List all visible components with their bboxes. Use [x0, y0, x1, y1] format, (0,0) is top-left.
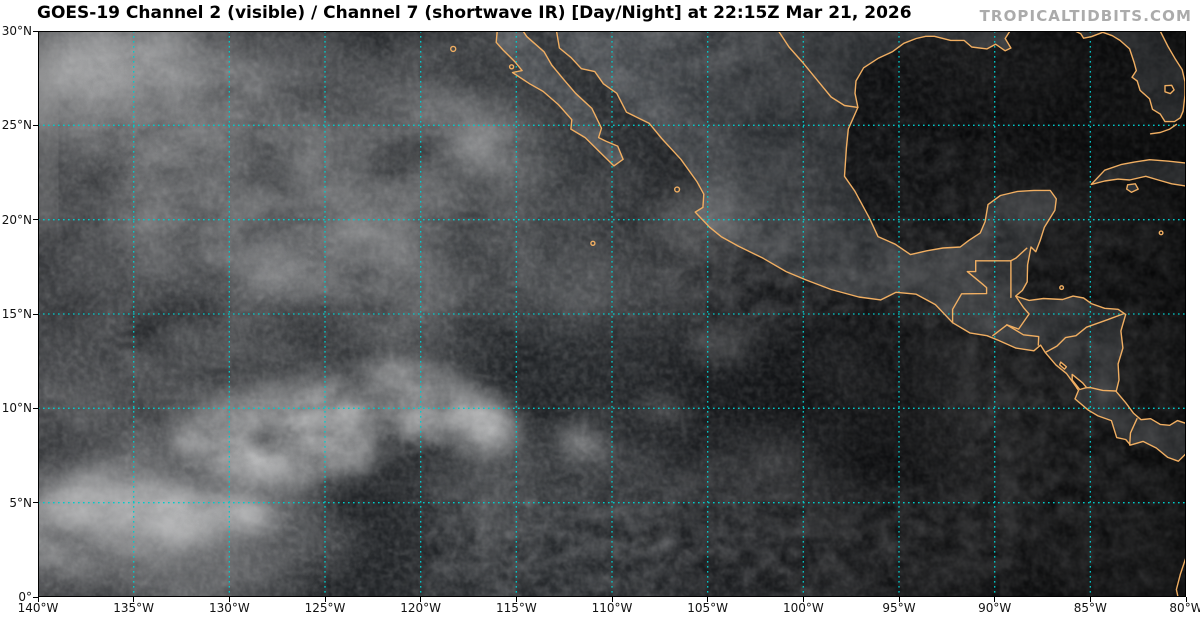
lon-label-100w: 100°W [782, 601, 824, 615]
tropicaltidbits-watermark: TROPICALTIDBITS.COM [979, 7, 1192, 25]
coastline-guatemala-honduras-border [1006, 295, 1030, 330]
lon-label-110w: 110°W [591, 601, 633, 615]
lon-label-115w: 115°W [495, 601, 537, 615]
lon-label-120w: 120°W [400, 601, 442, 615]
coastline-baja-california [495, 30, 624, 167]
coastline-gulf-caribbean-coast [843, 106, 1187, 426]
coastline-colombia-ecuador-coast [1175, 556, 1187, 598]
lon-tick-85w [1089, 597, 1091, 602]
lon-tick-135w [133, 597, 135, 602]
coastline-guatemala-elsalvador-border [992, 324, 1008, 337]
lon-label-105w: 105°W [687, 601, 729, 615]
guadalupe-island [450, 45, 457, 53]
lon-label-125w: 125°W [304, 601, 346, 615]
lat-label-20n: 20°N [1, 212, 32, 227]
lon-tick-100w [802, 597, 804, 602]
coastline-florida-keys [1149, 123, 1178, 135]
lon-tick-125w [324, 597, 326, 602]
lon-label-140w: 140°W [17, 601, 59, 615]
lon-tick-130w [228, 597, 230, 602]
lat-label-5n: 5°N [9, 495, 32, 510]
coastline-mainland-west-coast [555, 30, 1187, 462]
lat-label-15n: 15°N [1, 307, 32, 321]
lon-tick-90w [994, 597, 996, 602]
lat-tick-30n [33, 30, 38, 32]
lon-label-130w: 130°W [208, 601, 250, 615]
lon-label-80w: 80°W [1169, 601, 1200, 615]
coastline-lake-managua [1059, 361, 1068, 370]
lon-label-135w: 135°W [113, 601, 155, 615]
cedros-island [508, 64, 515, 70]
coastline-guatemala-west-border [951, 260, 988, 324]
lat-label-10n: 10°N [1, 401, 32, 416]
lat-tick-0 [33, 596, 38, 598]
coastline-costarica-panama-border [1129, 418, 1138, 446]
lat-tick-10n [33, 407, 38, 409]
coastline-lake-okeechobee [1164, 84, 1175, 95]
map-frame [32, 25, 1187, 598]
coastline-cuba [1090, 159, 1187, 187]
lat-label-30n: 30°N [1, 24, 32, 38]
map-border [38, 31, 1186, 597]
lat-tick-5n [33, 502, 38, 504]
lon-tick-140w [37, 597, 39, 602]
islas-marias [673, 186, 681, 193]
lon-label-90w: 90°W [978, 601, 1012, 615]
lon-label-95w: 95°W [882, 601, 916, 615]
lat-tick-20n [33, 219, 38, 221]
lon-tick-115w [515, 597, 517, 602]
lon-tick-80w [1185, 597, 1187, 602]
lat-tick-25n [33, 124, 38, 126]
lat-tick-15n [33, 313, 38, 315]
graticule [38, 31, 1186, 597]
grand-cayman [1158, 230, 1164, 236]
lon-tick-105w [707, 597, 709, 602]
product-title: GOES-19 Channel 2 (visible) / Channel 7 … [37, 3, 912, 23]
lon-tick-120w [420, 597, 422, 602]
coastline-honduras-elsalvador-border [1006, 324, 1040, 346]
coastline-texas-gulf-coast [854, 30, 1012, 109]
coastline-isla-juventud [1126, 183, 1139, 193]
lat-label-0: 0° [18, 590, 32, 604]
coastline-rio-grande-border [777, 30, 859, 109]
coastline-mx-belize-border [1010, 247, 1028, 262]
satellite-image [32, 25, 1187, 598]
lon-tick-95w [898, 597, 900, 602]
coastline-honduras-nicaragua-border [1045, 313, 1124, 353]
lon-label-85w: 85°W [1073, 601, 1107, 615]
lat-label-25n: 25°N [1, 118, 32, 133]
socorro-island [590, 240, 596, 247]
lon-tick-110w [611, 597, 613, 602]
bay-islands [1059, 285, 1065, 291]
coastline-lake-nicaragua [1071, 373, 1088, 391]
